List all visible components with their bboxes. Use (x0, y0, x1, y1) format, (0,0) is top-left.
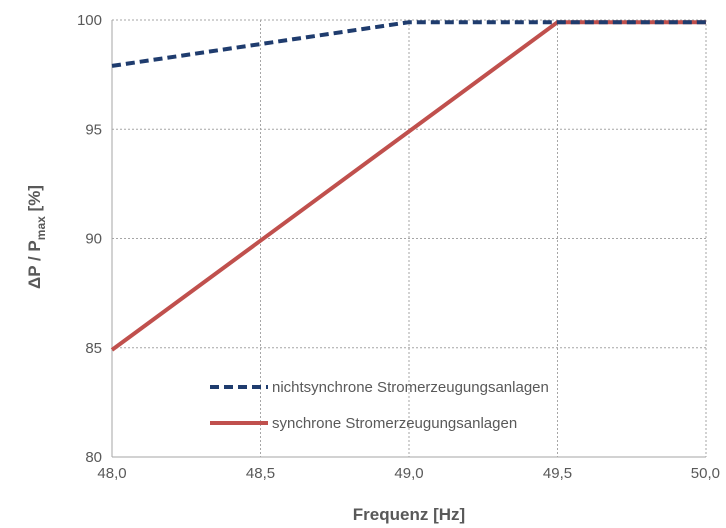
y-axis-title-main: ΔP / P (25, 240, 44, 289)
x-tick-label: 50,0 (691, 465, 720, 482)
tick-labels: 80 85 90 95 100 48,0 48,5 49,0 49,5 50,0 (77, 12, 720, 482)
x-axis-title: Frequenz [Hz] (353, 505, 465, 524)
y-axis-title-unit: [%] (25, 185, 44, 216)
series-lines (110, 20, 706, 352)
legend-label-nichtsynchron: nichtsynchrone Stromerzeugungsanlagen (272, 379, 549, 396)
y-axis-title-sub: max (34, 216, 48, 240)
y-axis-title: ΔP / Pmax [%] (25, 185, 48, 289)
y-tick-label: 95 (85, 121, 102, 138)
axes (111, 20, 706, 458)
series-line-nichtsynchron (111, 20, 706, 68)
x-tick-label: 48,5 (246, 465, 275, 482)
legend: nichtsynchrone Stromerzeugungsanlagen sy… (210, 379, 549, 432)
x-tick-label: 49,5 (543, 465, 572, 482)
x-tick-label: 49,0 (394, 465, 423, 482)
legend-label-synchron: synchrone Stromerzeugungsanlagen (272, 415, 517, 432)
y-tick-label: 90 (85, 231, 102, 248)
y-tick-label: 85 (85, 340, 102, 357)
x-tick-label: 48,0 (97, 465, 126, 482)
y-tick-label: 100 (77, 12, 102, 29)
y-tick-label: 80 (85, 449, 102, 466)
